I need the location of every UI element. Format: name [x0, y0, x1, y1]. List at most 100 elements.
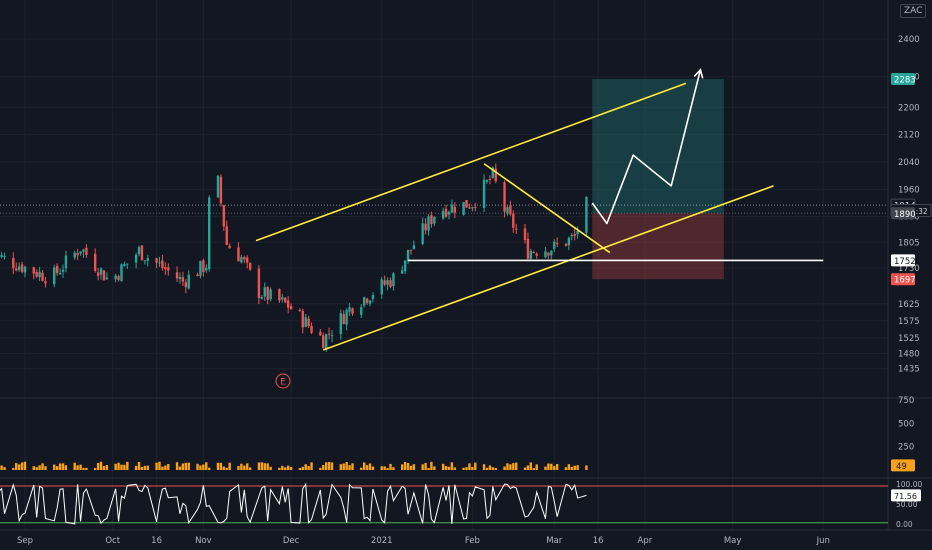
volume-bar	[450, 462, 454, 470]
time-tick-label: 16	[593, 536, 604, 546]
volume-bar	[187, 462, 190, 470]
volume-bar	[79, 464, 82, 470]
volume-bar	[222, 466, 226, 470]
price-label-text: 1752	[894, 257, 916, 267]
candle-body	[146, 258, 150, 261]
candle-body	[488, 178, 492, 180]
volume-bar	[20, 462, 24, 470]
currency-badge[interactable]: ZAC	[900, 4, 927, 18]
candle-body	[301, 310, 304, 328]
candle-body	[433, 216, 436, 224]
candle-body	[243, 257, 246, 260]
volume-bar	[278, 467, 281, 470]
candle-body	[281, 297, 284, 300]
price-tick-label: 1525	[898, 334, 920, 344]
candle-body	[389, 280, 392, 287]
candle-body	[237, 247, 240, 262]
long-position-loss-zone	[592, 213, 724, 280]
price-label-prev: 1890	[891, 207, 916, 220]
volume-bar	[38, 465, 41, 470]
volume-bar	[61, 463, 65, 470]
candle-body	[304, 317, 307, 327]
volume-bar	[137, 461, 141, 470]
candle-body	[392, 273, 395, 287]
volume-bar	[567, 464, 571, 470]
volume-bar	[146, 465, 150, 470]
candle-body	[219, 176, 223, 204]
candle-body	[298, 309, 302, 311]
volume-bar	[441, 463, 445, 470]
volume-bar	[17, 464, 21, 470]
candle-body	[564, 243, 568, 246]
oscillator-tick-label: 100.00	[896, 480, 922, 489]
time-tick-label: Sep	[17, 536, 33, 546]
candle-body	[117, 276, 120, 280]
volume-bar	[573, 465, 576, 470]
volume-bar	[409, 465, 413, 470]
volume-bar	[199, 465, 202, 470]
volume-bar	[365, 465, 369, 470]
volume-bar	[99, 461, 103, 470]
candle-body	[570, 235, 573, 237]
volume-bar	[178, 466, 182, 470]
candle-body	[362, 297, 366, 306]
candle-body	[400, 270, 404, 274]
volume-bar	[266, 463, 269, 470]
price-tick-label: 1805	[898, 238, 920, 248]
candle-body	[140, 245, 144, 261]
oscillator-last-label: 71.56	[894, 492, 917, 501]
price-tick-label: 1480	[898, 349, 920, 359]
candle-body	[319, 332, 322, 336]
price-tick-label: 2200	[898, 103, 920, 113]
volume-bar	[491, 467, 495, 470]
volume-bar	[392, 467, 395, 470]
candle-body	[465, 200, 468, 208]
volume-bar	[462, 467, 465, 470]
volume-bar	[246, 463, 249, 470]
candle-body	[529, 251, 533, 259]
volume-last-label: 49	[896, 462, 907, 472]
volume-bar	[468, 463, 471, 470]
volume-bar	[85, 467, 88, 470]
volume-bar	[555, 463, 559, 470]
candle-body	[471, 207, 474, 209]
volume-bar	[257, 462, 261, 470]
candle-body	[444, 208, 448, 217]
candle-body	[246, 257, 249, 263]
candle-body	[105, 277, 109, 280]
volume-bar	[345, 462, 348, 470]
volume-bar	[289, 467, 293, 470]
candle-body	[99, 268, 103, 275]
volume-bar	[535, 464, 538, 470]
time-tick-label: Mar	[546, 536, 563, 546]
price-tick-label: 2400	[898, 35, 920, 45]
price-label-bg	[891, 72, 915, 85]
volume-bar	[506, 463, 509, 470]
time-tick-label: 2021	[371, 536, 393, 546]
volume-bar	[307, 465, 310, 470]
candle-body	[260, 297, 264, 299]
candle-body	[96, 272, 100, 277]
volume-bar	[485, 467, 489, 470]
volume-bar	[196, 463, 199, 470]
candle-body	[307, 318, 310, 327]
candle-body	[228, 245, 231, 249]
candle-body	[15, 268, 18, 271]
volume-bar	[465, 467, 468, 470]
volume-bar	[143, 465, 147, 470]
candle-body	[544, 251, 547, 258]
volume-bar	[184, 462, 188, 470]
volume-bar	[319, 467, 322, 470]
candle-body	[164, 267, 167, 270]
volume-bar	[576, 465, 579, 470]
volume-bar	[380, 466, 383, 470]
volume-bar	[403, 461, 407, 470]
candle-body	[386, 280, 389, 285]
candle-body	[23, 266, 27, 273]
volume-bar	[93, 467, 97, 470]
candle-body	[526, 238, 530, 259]
time-tick-label: May	[724, 536, 742, 546]
candle-body	[248, 262, 252, 270]
volume-bar	[532, 468, 535, 470]
